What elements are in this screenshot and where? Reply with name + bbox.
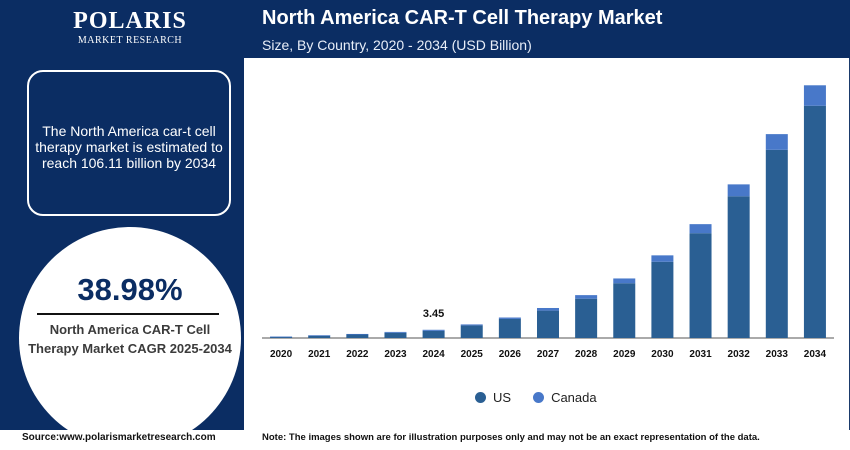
chart-area: 2020 2021 2022 2023 2024 3.45 2025 2026 2027 2028… xyxy=(244,58,850,430)
source-text: Source:www.polarismarketresearch.com xyxy=(22,432,216,443)
info-box: The North America car-t cell therapy mar… xyxy=(27,70,231,216)
x-tick-label: 2020 xyxy=(270,349,293,360)
legend-label-canada: Canada xyxy=(551,390,597,405)
x-tick-label: 2024 xyxy=(422,349,445,360)
bar-us-2033 xyxy=(765,149,788,338)
bar-canada-2029 xyxy=(613,278,636,284)
bar-us-2025 xyxy=(460,325,483,338)
logo-tagline: MARKET RESEARCH xyxy=(77,35,183,46)
disclaimer-note: Note: The images shown are for illustrat… xyxy=(262,432,760,443)
bar-us-2034 xyxy=(803,105,826,338)
bar-chart: 2020 2021 2022 2023 2024 3.45 2025 2026 2027 2028… xyxy=(262,85,834,360)
bar-us-2029 xyxy=(613,283,636,338)
bar-canada-2034 xyxy=(803,85,826,106)
bar-canada-2021 xyxy=(308,335,331,336)
x-tick-label: 2033 xyxy=(766,349,789,360)
bar-us-2020 xyxy=(270,336,293,338)
bar-canada-2023 xyxy=(384,331,407,333)
cagr-label: North America CAR-T Cell Therapy Market … xyxy=(28,322,232,356)
x-tick-label: 2023 xyxy=(384,349,407,360)
chart-subtitle: Size, By Country, 2020 - 2034 (USD Billi… xyxy=(262,37,532,53)
bar-canada-2030 xyxy=(651,255,674,262)
legend-item-canada: Canada xyxy=(533,390,597,405)
x-tick-label: 2025 xyxy=(461,349,484,360)
bar-canada-2031 xyxy=(689,224,712,234)
bar-canada-2028 xyxy=(575,295,598,299)
bar-canada-2033 xyxy=(765,134,788,150)
x-tick-label: 2034 xyxy=(804,349,827,360)
x-tick-label: 2032 xyxy=(728,349,751,360)
bar-us-2032 xyxy=(727,196,750,338)
bar-canada-2025 xyxy=(460,324,483,326)
info-text: The North America car-t cell therapy mar… xyxy=(35,123,223,171)
cagr-circle xyxy=(19,227,241,449)
bar-us-2026 xyxy=(498,318,521,338)
bar-us-2031 xyxy=(689,233,712,338)
bar-canada-2027 xyxy=(537,307,559,311)
bar-canada-2032 xyxy=(727,184,750,197)
polaris-logo: POLARIS MARKET RESEARCH xyxy=(70,8,190,46)
footer-bar xyxy=(0,430,850,450)
bar-us-2030 xyxy=(651,261,674,338)
bar-canada-2022 xyxy=(346,333,369,335)
legend-item-us: US xyxy=(475,390,511,405)
bar-us-2023 xyxy=(384,332,407,338)
x-tick-label: 2031 xyxy=(689,349,712,360)
x-tick-label: 2029 xyxy=(613,349,636,360)
legend-swatch-us xyxy=(475,392,486,403)
bar-canada-2026 xyxy=(498,317,521,319)
cagr-divider xyxy=(37,313,219,315)
bar-us-2027 xyxy=(537,310,559,338)
x-tick-label: 2026 xyxy=(499,349,522,360)
x-tick-label: 2027 xyxy=(537,349,560,360)
x-tick-label: 2022 xyxy=(346,349,369,360)
x-tick-label: 2028 xyxy=(575,349,598,360)
legend-swatch-canada xyxy=(533,392,545,403)
chart-title: North America CAR-T Cell Therapy Market xyxy=(262,7,663,29)
bar-us-2028 xyxy=(575,298,598,338)
bar-canada-2020 xyxy=(270,336,293,338)
logo-name: POLARIS xyxy=(73,8,187,34)
bar-us-2021 xyxy=(308,335,331,338)
bar-us-2024 xyxy=(422,330,445,338)
chart-legend: US Canada xyxy=(475,390,597,405)
legend-label-us: US xyxy=(493,390,512,405)
x-tick-label: 2030 xyxy=(651,349,674,360)
bar-canada-2024 xyxy=(422,329,445,331)
data-label-2024: 3.45 xyxy=(423,308,444,320)
x-tick-label: 2021 xyxy=(308,349,331,360)
bar-us-2022 xyxy=(346,334,369,338)
cagr-value: 38.98% xyxy=(77,272,183,307)
